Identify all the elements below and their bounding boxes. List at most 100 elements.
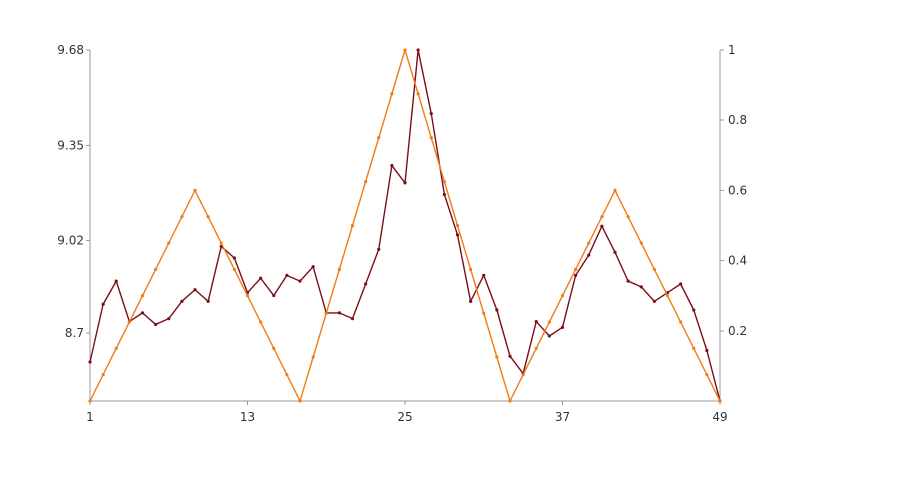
left-y-tick-label: 9.68 (57, 43, 84, 57)
data-point (298, 399, 302, 403)
data-point (140, 311, 145, 315)
data-point (560, 325, 565, 329)
data-point (600, 224, 604, 228)
data-point (639, 241, 643, 245)
data-point (652, 267, 656, 271)
axes (89, 50, 721, 402)
data-point (403, 181, 407, 185)
right-y-tick-label: 0.2 (728, 324, 747, 338)
data-point (495, 308, 499, 312)
data-point (442, 192, 446, 197)
x-tick-label: 13 (240, 410, 255, 424)
data-point (298, 279, 302, 283)
left-y-tick-label: 8.7 (65, 326, 84, 340)
series-2 (88, 48, 722, 403)
data-point (429, 111, 433, 116)
data-point (167, 317, 171, 321)
x-tick-label: 37 (555, 410, 570, 424)
data-point (114, 279, 118, 283)
data-point (692, 308, 696, 312)
data-point (337, 267, 341, 271)
right-y-tick-label: 1 (728, 43, 736, 57)
data-point (613, 188, 617, 192)
data-point (88, 360, 92, 364)
data-point (429, 136, 433, 140)
data-point (574, 267, 578, 271)
data-point (377, 247, 381, 251)
data-point (534, 319, 538, 324)
data-point (140, 294, 145, 298)
data-point (679, 320, 683, 324)
data-point (495, 355, 499, 359)
left-y-tick-label: 9.02 (57, 234, 84, 248)
data-point (600, 215, 604, 219)
left-y-tick-label: 9.35 (57, 138, 84, 152)
data-point (180, 215, 184, 219)
data-point (613, 250, 617, 254)
data-point (652, 299, 656, 303)
data-point (180, 299, 184, 303)
data-point (232, 256, 236, 260)
data-point (639, 285, 643, 289)
tick-marks-and-labels: 8.7 9.02 9.35 9.68 0.2 0.4 0.6 0.8 1 1 13 25 37 49 (57, 43, 747, 424)
data-point (232, 267, 236, 271)
data-point (245, 294, 250, 298)
x-tick-label: 49 (712, 410, 727, 424)
data-point (337, 311, 341, 315)
data-point (350, 317, 355, 321)
data-point (88, 399, 92, 403)
data-point (705, 348, 709, 353)
data-point (705, 373, 709, 377)
series-line (89, 49, 721, 402)
series-1 (88, 48, 722, 403)
data-point (469, 299, 473, 303)
data-point (442, 180, 446, 184)
data-point (587, 253, 591, 257)
data-point (482, 311, 486, 315)
data-point (390, 92, 394, 96)
x-tick-label: 1 (86, 410, 94, 424)
data-point (101, 373, 105, 377)
data-point (587, 241, 591, 245)
data-point (455, 233, 460, 237)
data-point (574, 273, 578, 277)
data-point (154, 267, 158, 271)
data-point (272, 346, 276, 350)
data-point (285, 273, 289, 277)
data-point (114, 346, 118, 350)
data-point (547, 320, 551, 324)
data-point (206, 215, 210, 219)
data-point (508, 354, 512, 358)
data-point (364, 180, 368, 184)
right-y-tick-label: 0.8 (728, 113, 747, 127)
data-point (311, 355, 315, 359)
data-point (560, 294, 565, 298)
right-y-tick-label: 0.4 (728, 254, 747, 268)
data-point (259, 320, 263, 324)
data-point (455, 223, 460, 228)
data-point (193, 188, 197, 192)
data-point (416, 48, 420, 52)
series-line (89, 49, 721, 402)
right-y-tick-label: 0.6 (728, 183, 747, 197)
data-point (692, 346, 696, 350)
data-point (416, 92, 420, 96)
data-point (508, 399, 512, 403)
data-point (324, 311, 328, 315)
data-point (665, 294, 670, 298)
data-point (167, 241, 171, 245)
data-point (534, 346, 538, 350)
data-point (377, 136, 381, 140)
data-point (193, 288, 197, 292)
data-point (101, 302, 105, 306)
data-point (206, 299, 210, 303)
data-point (272, 293, 276, 298)
data-point (390, 163, 394, 168)
data-point (350, 223, 355, 228)
data-point (521, 373, 525, 377)
data-point (547, 334, 551, 338)
data-point (626, 279, 630, 283)
data-point (364, 282, 368, 286)
